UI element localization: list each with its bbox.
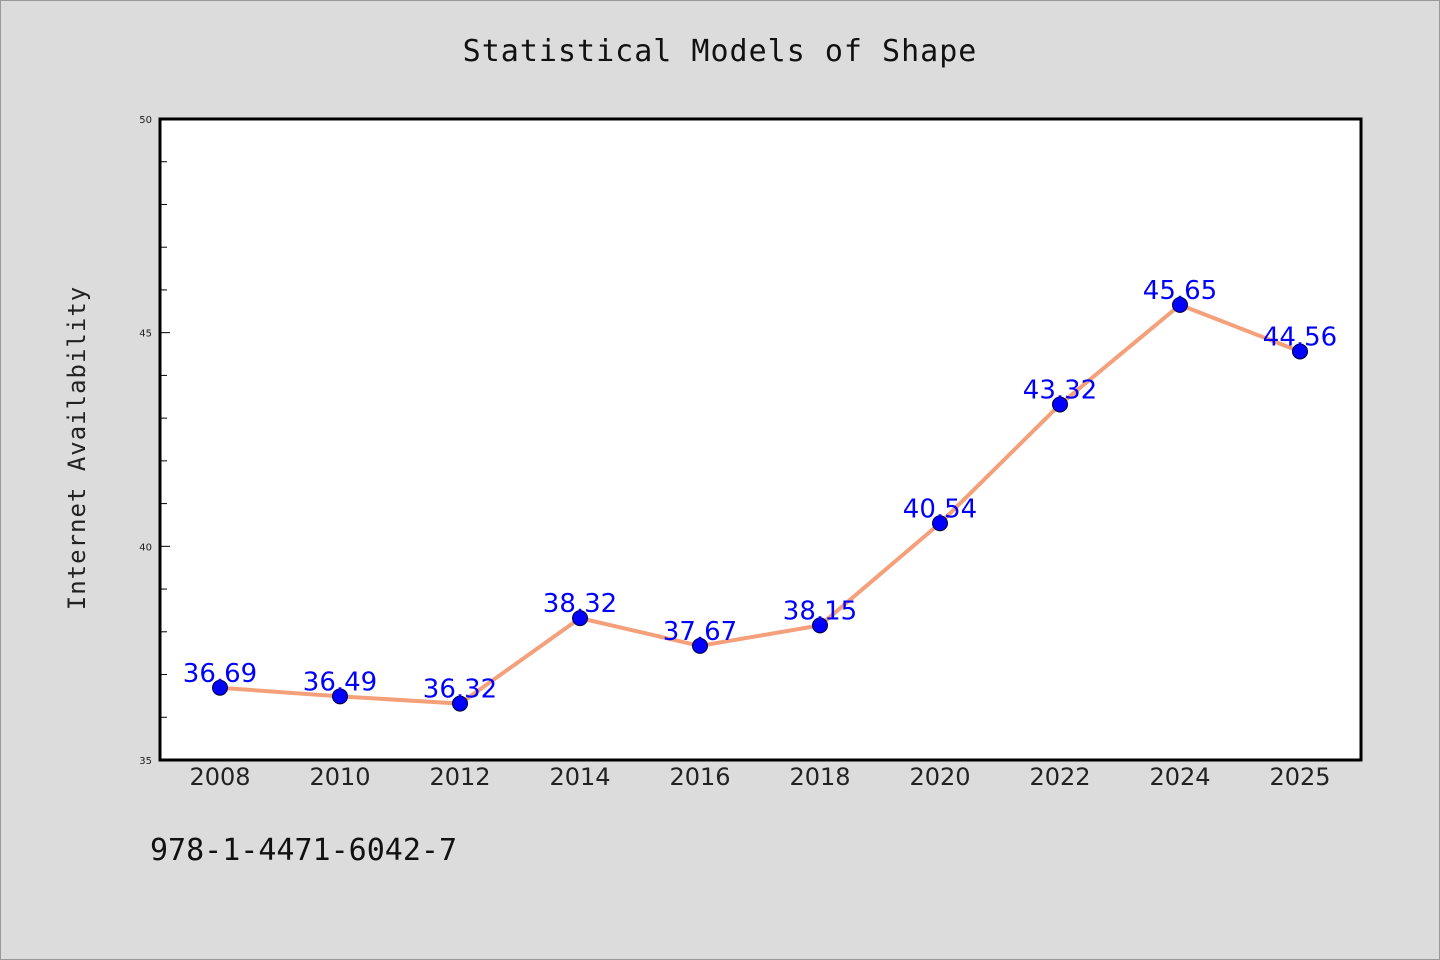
data-point [452,695,468,712]
x-tick-label: 2010 [309,763,370,791]
plot-area [158,117,1363,762]
data-label: 38.15 [783,596,857,626]
data-label: 36.49 [303,667,377,697]
y-tick-label: 35 [139,756,152,767]
data-point [212,679,228,696]
y-tick-label: 40 [139,542,152,553]
data-point [812,617,828,634]
data-label: 45.65 [1143,276,1217,306]
x-tick-label: 2016 [669,763,730,791]
x-tick-label: 2008 [189,763,250,791]
isbn-footer: 978-1-4471-6042-7 [150,833,458,868]
y-tick-labels: 35 40 45 50 [139,115,152,767]
data-label: 44.56 [1263,322,1337,352]
data-point [332,688,348,705]
series-line [219,302,1301,706]
data-point [1292,343,1308,360]
x-tick-label: 2020 [909,763,970,791]
data-point [1172,296,1188,313]
x-tick-labels: 2008 2010 2012 2014 2016 2018 2020 2022 2024 2025 [189,763,1330,791]
data-label: 36.32 [423,675,497,705]
data-label: 40.54 [903,494,977,524]
y-minor-ticks [160,118,170,761]
y-tick-label: 45 [139,329,152,340]
y-tick-label: 50 [139,115,152,126]
data-point [932,515,948,532]
x-tick-label: 2018 [789,763,850,791]
data-point [572,610,588,627]
data-label: 38.32 [543,589,617,619]
x-tick-label: 2014 [549,763,610,791]
x-tick-label: 2024 [1149,763,1210,791]
chart-title: Statistical Models of Shape [462,34,978,69]
series-markers [212,296,1308,712]
x-tick-label: 2022 [1029,763,1090,791]
x-tick-label: 2025 [1269,763,1330,791]
data-label: 36.69 [183,659,257,689]
data-label: 43.32 [1023,375,1097,405]
x-tick-label: 2012 [429,763,490,791]
data-label: 37.67 [663,617,737,647]
data-point [692,637,708,654]
data-labels: 36.69 36.49 36.32 38.32 37.67 38.15 40.54 43.32… [183,276,1337,705]
data-point [1052,396,1068,413]
